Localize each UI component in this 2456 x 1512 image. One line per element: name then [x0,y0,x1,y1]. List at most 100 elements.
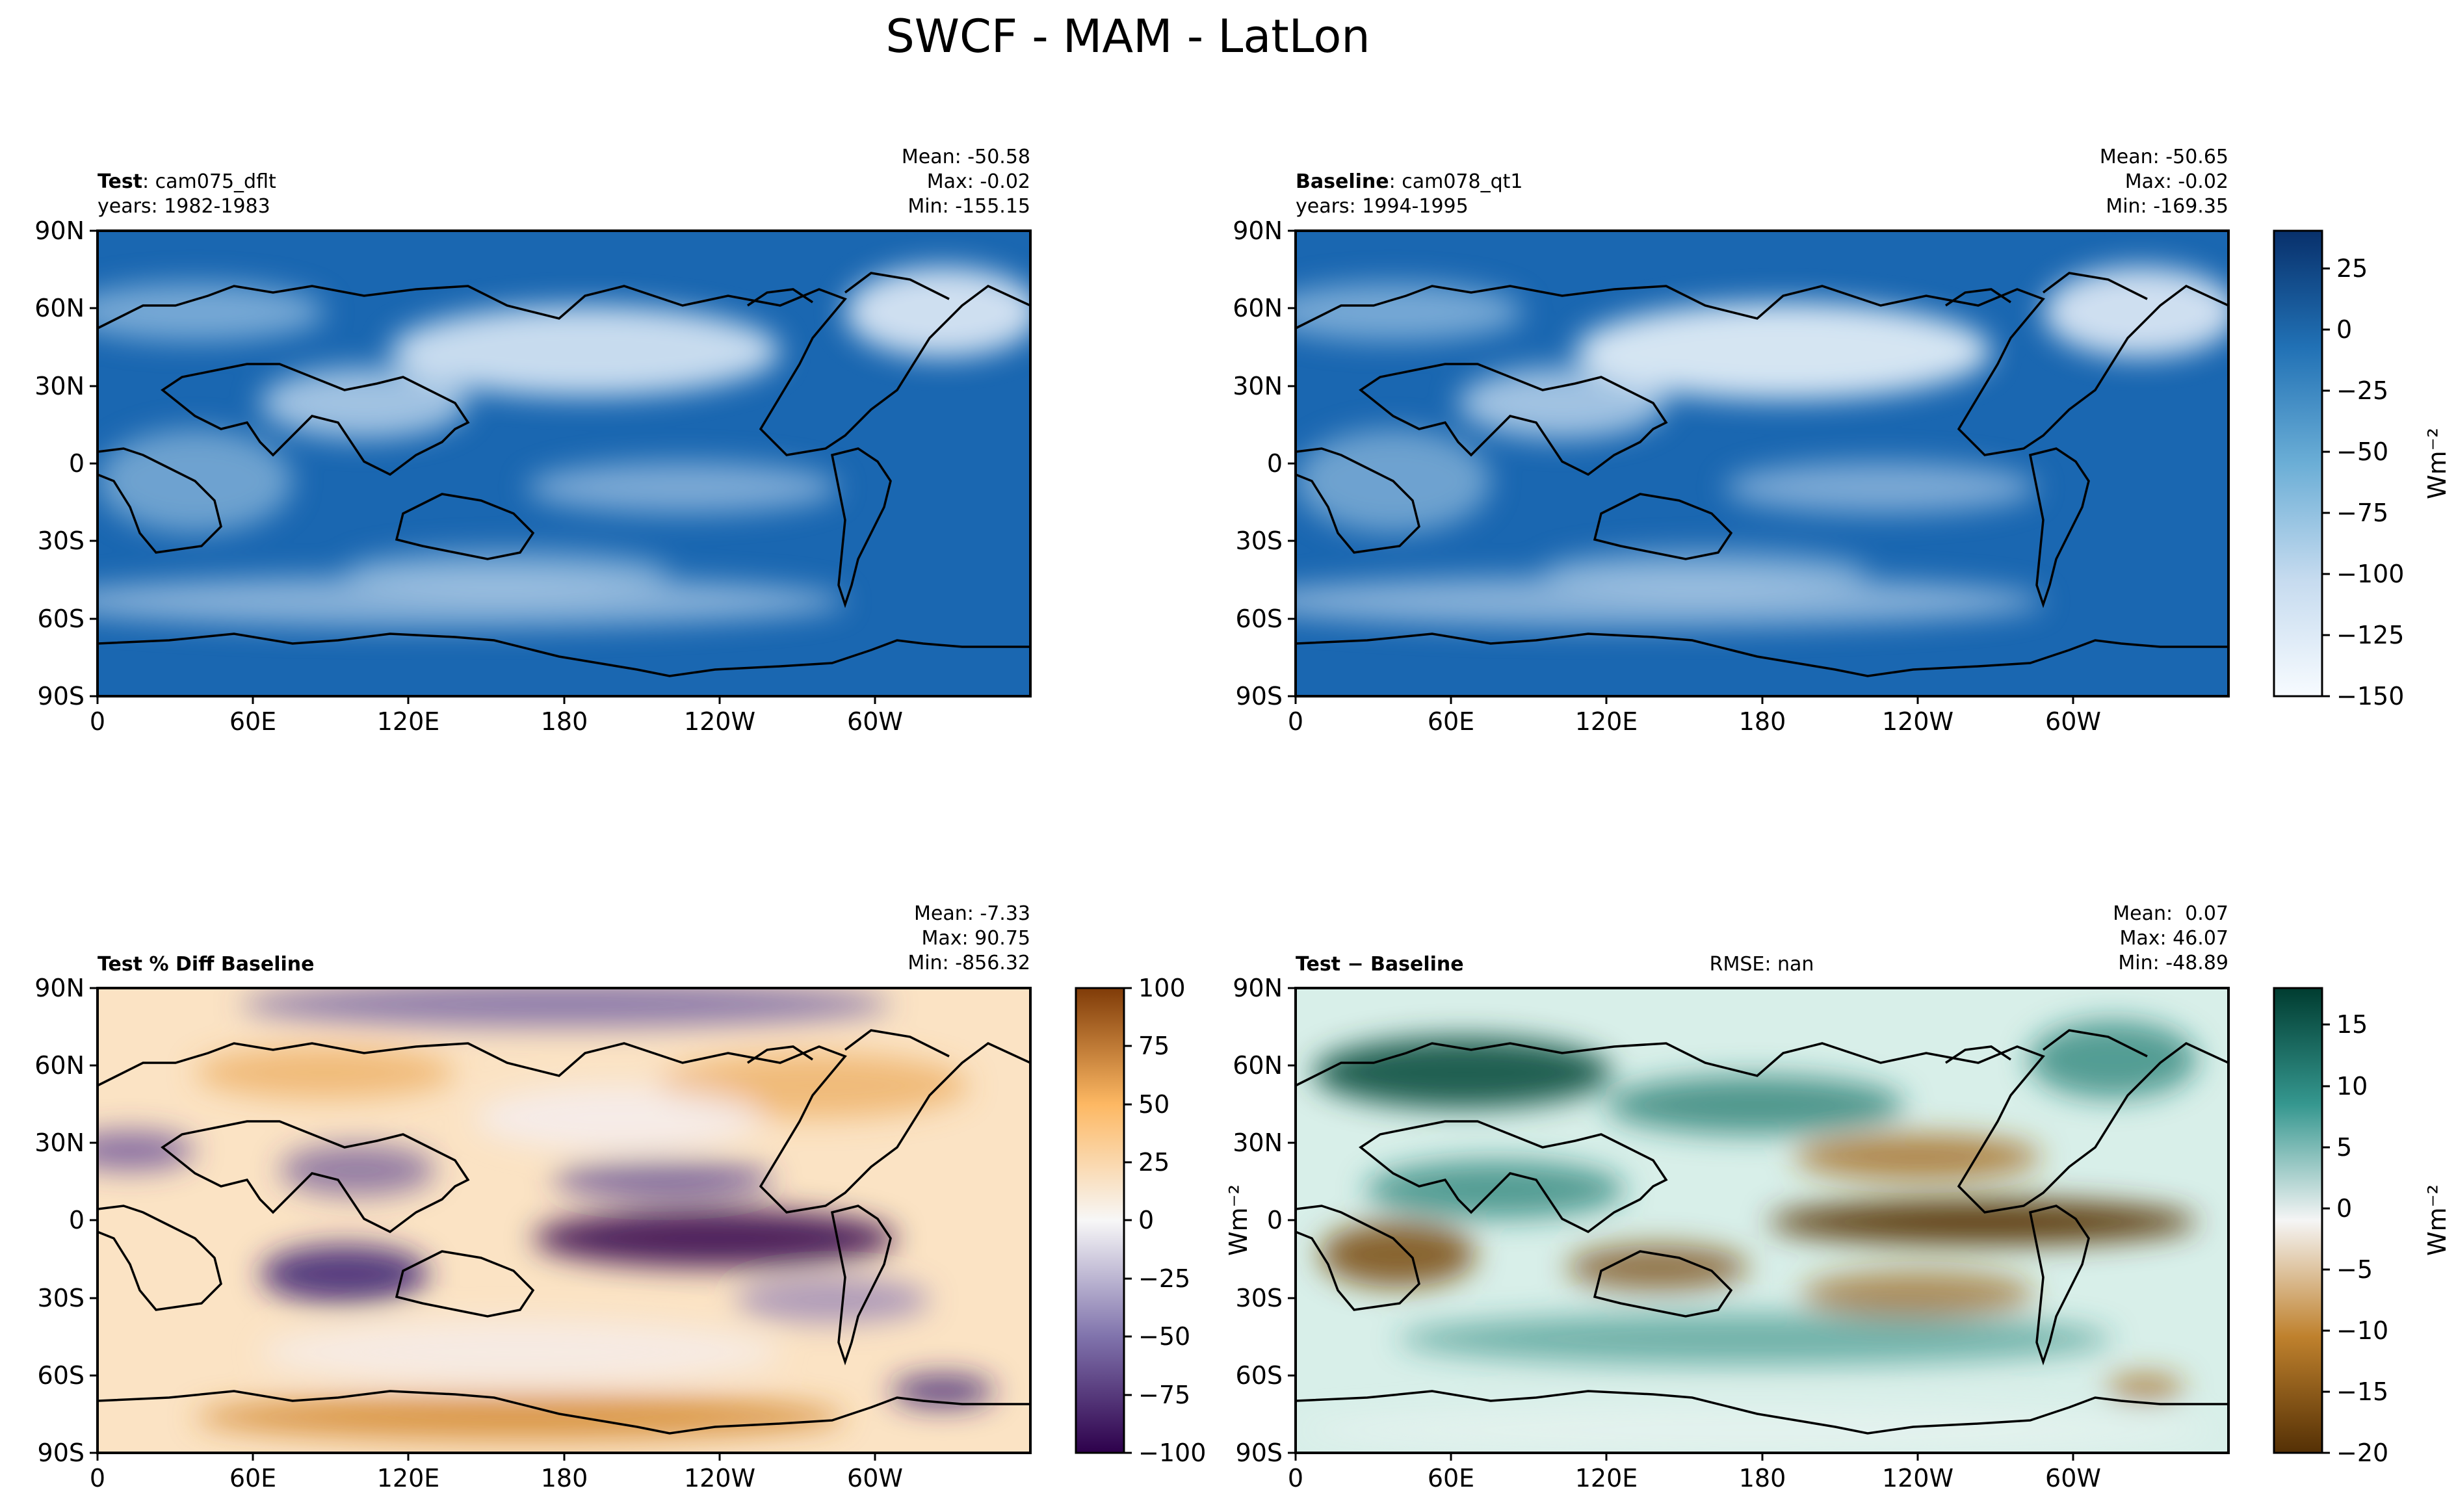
cbar-tick: −100 [2336,560,2404,588]
colorbar-gradient [2273,229,2323,697]
cbar-tick: 75 [1138,1032,1169,1060]
coastlines-pct-diff [98,1029,1030,1435]
cbar-tick: 100 [1138,974,1186,1002]
cbar-tick: −50 [2336,437,2388,466]
cbar-tick: 15 [2336,1010,2368,1039]
cbar-tick: −25 [1138,1264,1190,1293]
panel-label-test: Test: cam075_dflt [98,170,276,193]
stat-min-test: Min: -155.15 [908,195,1030,218]
ytick-label: 0 [69,449,85,478]
cbar-tick: 5 [2336,1133,2352,1162]
ytick-label: 60S [38,605,85,633]
stat-mean-diff: Mean: 0.07 [2113,902,2228,925]
ytick-label: 30S [1236,1284,1283,1312]
panel-label-diff: Test − Baseline [1296,953,1464,976]
panel-test: 90N 60N 30N 0 30S 60S 90S 0 60E 120E 180… [34,146,1032,736]
stat-mean-test: Mean: -50.58 [902,146,1030,168]
ytick-label: 0 [1267,449,1283,478]
ytick-label: 30N [1233,1128,1283,1157]
stat-min-pct-diff: Min: -856.32 [908,952,1030,974]
colorbar-puor: 100 75 50 25 0 −25 −50 −75 −100 Wm⁻² [1075,974,1253,1467]
label-rest: : cam075_dflt [142,170,276,193]
colorbar-units: Wm⁻² [2423,1184,2451,1256]
cbar-tick: −150 [2336,682,2404,710]
stat-mean-pct-diff: Mean: -7.33 [914,902,1030,925]
xaxis-baseline: 0 60E 120E 180 120W 60W [1288,696,2101,736]
ytick-label: 30S [1236,527,1283,555]
diff-pattern-pct [98,988,995,1440]
panel-baseline: 90N 60N 30N 0 30S 60S 90S 0 60E 120E 180… [1233,146,2451,736]
cbar-tick: −20 [2336,1439,2388,1467]
cbar-tick: 25 [2336,254,2368,283]
panel-years-baseline: years: 1994-1995 [1296,195,1469,218]
xtick-label: 180 [541,1464,588,1492]
ytick-label: 30N [34,1128,85,1157]
xtick-label: 120E [1575,1464,1638,1492]
ytick-label: 30S [38,1284,85,1312]
colorbar-blues: 25 0 −25 −50 −75 −100 −125 −150 Wm⁻² [2273,229,2451,710]
ytick-label: 60N [1233,294,1283,322]
colorbar-units: Wm⁻² [2423,428,2451,499]
panel-diff: 90N 60N 30N 0 30S 60S 90S 0 60E 120E 180… [1233,902,2451,1492]
stat-max-pct-diff: Max: 90.75 [921,927,1030,950]
xtick-label: 60W [847,1464,903,1492]
coastlines-diff [1296,1029,2228,1435]
xaxis-pct-diff: 0 60E 120E 180 120W 60W [90,1453,903,1492]
ytick-label: 90N [1233,216,1283,245]
xtick-label: 60W [2045,1464,2101,1492]
panel-label-baseline: Baseline: cam078_qt1 [1296,170,1523,193]
ytick-label: 90N [34,974,85,1002]
ytick-label: 60S [38,1361,85,1390]
stat-min-baseline: Min: -169.35 [2106,195,2228,218]
stat-max-baseline: Max: -0.02 [2125,170,2228,193]
xtick-label: 60E [229,1464,276,1492]
xtick-label: 120W [1882,707,1953,736]
ytick-label: 90S [1236,682,1283,710]
ytick-label: 90S [38,682,85,710]
xtick-label: 120W [684,1464,755,1492]
xtick-label: 120E [377,1464,440,1492]
xtick-label: 180 [541,707,588,736]
xtick-label: 0 [1288,707,1303,736]
coastlines-test [98,272,1030,677]
figure-title: SWCF - MAM - LatLon [885,10,1370,63]
coastlines-baseline [1296,272,2228,677]
ytick-label: 90S [38,1439,85,1467]
label-rest: − Baseline [1340,953,1464,976]
xtick-label: 0 [90,1464,105,1492]
label-bold: Test [98,170,142,193]
colorbar-gradient [2273,987,2323,1454]
xaxis-diff: 0 60E 120E 180 120W 60W [1288,1453,2101,1492]
cloud-pattern-test [98,267,1030,627]
cbar-tick: −5 [2336,1255,2373,1284]
cbar-tick: −75 [1138,1381,1190,1409]
ytick-label: 60S [1236,1361,1283,1390]
colorbar-units: Wm⁻² [1224,1184,1253,1256]
panel-label-pct-diff: Test % Diff Baseline [98,953,315,976]
cbar-tick: 0 [1138,1206,1154,1234]
ytick-label: 60S [1236,605,1283,633]
ytick-label: 0 [69,1206,85,1234]
cbar-tick: −50 [1138,1322,1190,1351]
ytick-label: 60N [34,294,85,322]
colorbar-gradient [1075,987,1125,1454]
yaxis-pct-diff: 90N 60N 30N 0 30S 60S 90S [34,974,98,1467]
cbar-tick: 25 [1138,1148,1169,1177]
panel-pct-diff: 90N 60N 30N 0 30S 60S 90S 0 60E 120E 180… [34,902,1253,1492]
cbar-tick: 0 [2336,315,2352,344]
ytick-label: 30S [38,527,85,555]
xtick-label: 180 [1739,1464,1786,1492]
ytick-label: 30N [1233,372,1283,400]
xtick-label: 120E [1575,707,1638,736]
xtick-label: 120E [377,707,440,736]
xtick-label: 60W [847,707,903,736]
xtick-label: 60W [2045,707,2101,736]
label-bold: Baseline [1296,170,1389,193]
cbar-tick: −15 [2336,1377,2388,1406]
xtick-label: 0 [1288,1464,1303,1492]
yaxis-diff: 90N 60N 30N 0 30S 60S 90S [1233,974,1296,1467]
ytick-label: 90N [1233,974,1283,1002]
cbar-tick: 50 [1138,1090,1169,1119]
yaxis-test: 90N 60N 30N 0 30S 60S 90S [34,216,98,710]
xaxis-test: 0 60E 120E 180 120W 60W [90,696,903,736]
